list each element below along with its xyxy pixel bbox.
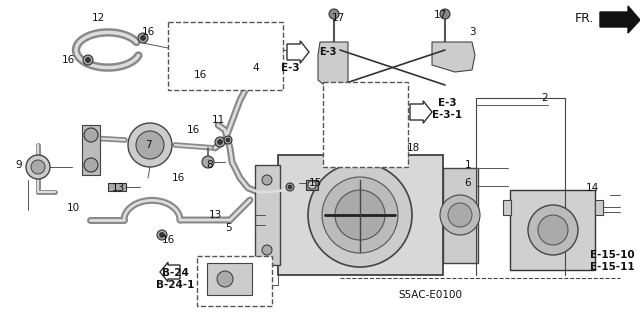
- Text: FR.: FR.: [575, 11, 594, 25]
- Bar: [255, 165, 280, 265]
- Circle shape: [26, 155, 50, 179]
- Circle shape: [86, 57, 90, 63]
- Circle shape: [262, 245, 272, 255]
- Bar: [323, 82, 408, 167]
- Circle shape: [215, 137, 225, 147]
- Polygon shape: [318, 42, 348, 90]
- Circle shape: [322, 177, 398, 253]
- Text: 5: 5: [225, 223, 231, 233]
- Circle shape: [226, 138, 230, 142]
- Text: 15: 15: [308, 178, 322, 188]
- Text: E-15-10: E-15-10: [589, 250, 634, 260]
- Text: E-3: E-3: [438, 98, 456, 108]
- Text: E-15-11: E-15-11: [589, 262, 634, 272]
- Bar: [197, 256, 272, 306]
- Circle shape: [528, 205, 578, 255]
- Text: 12: 12: [92, 13, 104, 23]
- Text: 16: 16: [186, 125, 200, 135]
- Text: E-3: E-3: [319, 47, 337, 57]
- Circle shape: [440, 195, 480, 235]
- Bar: [394, 138, 406, 146]
- Text: 9: 9: [16, 160, 22, 170]
- Polygon shape: [432, 42, 475, 72]
- Circle shape: [138, 33, 148, 43]
- Text: 17: 17: [332, 13, 344, 23]
- Bar: [108, 183, 126, 191]
- Circle shape: [217, 54, 223, 60]
- Polygon shape: [335, 90, 395, 160]
- Bar: [260, 42, 270, 62]
- Text: 13: 13: [111, 183, 125, 193]
- Text: 8: 8: [207, 160, 213, 170]
- Text: 3: 3: [468, 27, 476, 37]
- Text: 2: 2: [541, 93, 548, 103]
- Text: 6: 6: [465, 178, 471, 188]
- Circle shape: [538, 215, 568, 245]
- Text: B-24-1: B-24-1: [156, 280, 194, 290]
- Bar: [240, 42, 250, 62]
- Circle shape: [84, 158, 98, 172]
- Text: 11: 11: [211, 115, 225, 125]
- Circle shape: [202, 156, 214, 168]
- Bar: [168, 22, 283, 90]
- Circle shape: [242, 54, 248, 60]
- Text: 16: 16: [141, 27, 155, 37]
- Circle shape: [288, 185, 292, 189]
- Polygon shape: [160, 262, 180, 282]
- Polygon shape: [287, 41, 309, 63]
- Text: 16: 16: [161, 235, 175, 245]
- Bar: [443, 168, 478, 263]
- Circle shape: [262, 175, 272, 185]
- Text: 16: 16: [193, 70, 207, 80]
- Bar: [207, 263, 252, 295]
- Text: S5AC-E0100: S5AC-E0100: [398, 290, 462, 300]
- Text: 4: 4: [253, 63, 259, 73]
- Text: 1: 1: [465, 160, 471, 170]
- Circle shape: [440, 9, 450, 19]
- Circle shape: [335, 190, 385, 240]
- Circle shape: [83, 55, 93, 65]
- Circle shape: [448, 203, 472, 227]
- Polygon shape: [82, 125, 100, 175]
- Circle shape: [218, 139, 223, 145]
- Text: E-3-1: E-3-1: [432, 110, 462, 120]
- Circle shape: [224, 136, 232, 144]
- Text: 13: 13: [209, 210, 221, 220]
- Text: 10: 10: [67, 203, 79, 213]
- Bar: [215, 42, 225, 62]
- Polygon shape: [600, 6, 640, 33]
- Circle shape: [308, 181, 316, 189]
- Text: 14: 14: [586, 183, 598, 193]
- Bar: [510, 190, 595, 270]
- Bar: [278, 155, 443, 275]
- Circle shape: [157, 230, 167, 240]
- Bar: [306, 180, 318, 190]
- Circle shape: [329, 9, 339, 19]
- Circle shape: [308, 163, 412, 267]
- Circle shape: [286, 183, 294, 191]
- Text: B-24: B-24: [161, 268, 188, 278]
- Circle shape: [136, 131, 164, 159]
- Circle shape: [31, 160, 45, 174]
- Circle shape: [159, 233, 164, 238]
- Circle shape: [217, 271, 233, 287]
- Circle shape: [84, 128, 98, 142]
- Polygon shape: [410, 101, 432, 123]
- Text: 16: 16: [61, 55, 75, 65]
- Circle shape: [262, 54, 268, 60]
- Text: 16: 16: [172, 173, 184, 183]
- Bar: [503, 200, 511, 215]
- Bar: [595, 200, 603, 215]
- Text: 18: 18: [406, 143, 420, 153]
- Circle shape: [128, 123, 172, 167]
- Text: FR.: FR.: [605, 15, 621, 25]
- Circle shape: [141, 35, 145, 41]
- Circle shape: [192, 54, 198, 60]
- Text: 7: 7: [145, 140, 151, 150]
- Text: E-3: E-3: [281, 63, 300, 73]
- Text: 17: 17: [433, 10, 447, 20]
- Bar: [190, 42, 200, 62]
